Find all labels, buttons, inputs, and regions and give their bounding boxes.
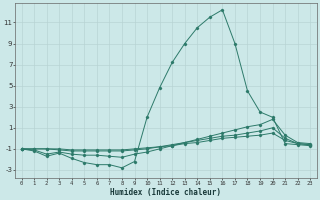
- X-axis label: Humidex (Indice chaleur): Humidex (Indice chaleur): [110, 188, 221, 197]
